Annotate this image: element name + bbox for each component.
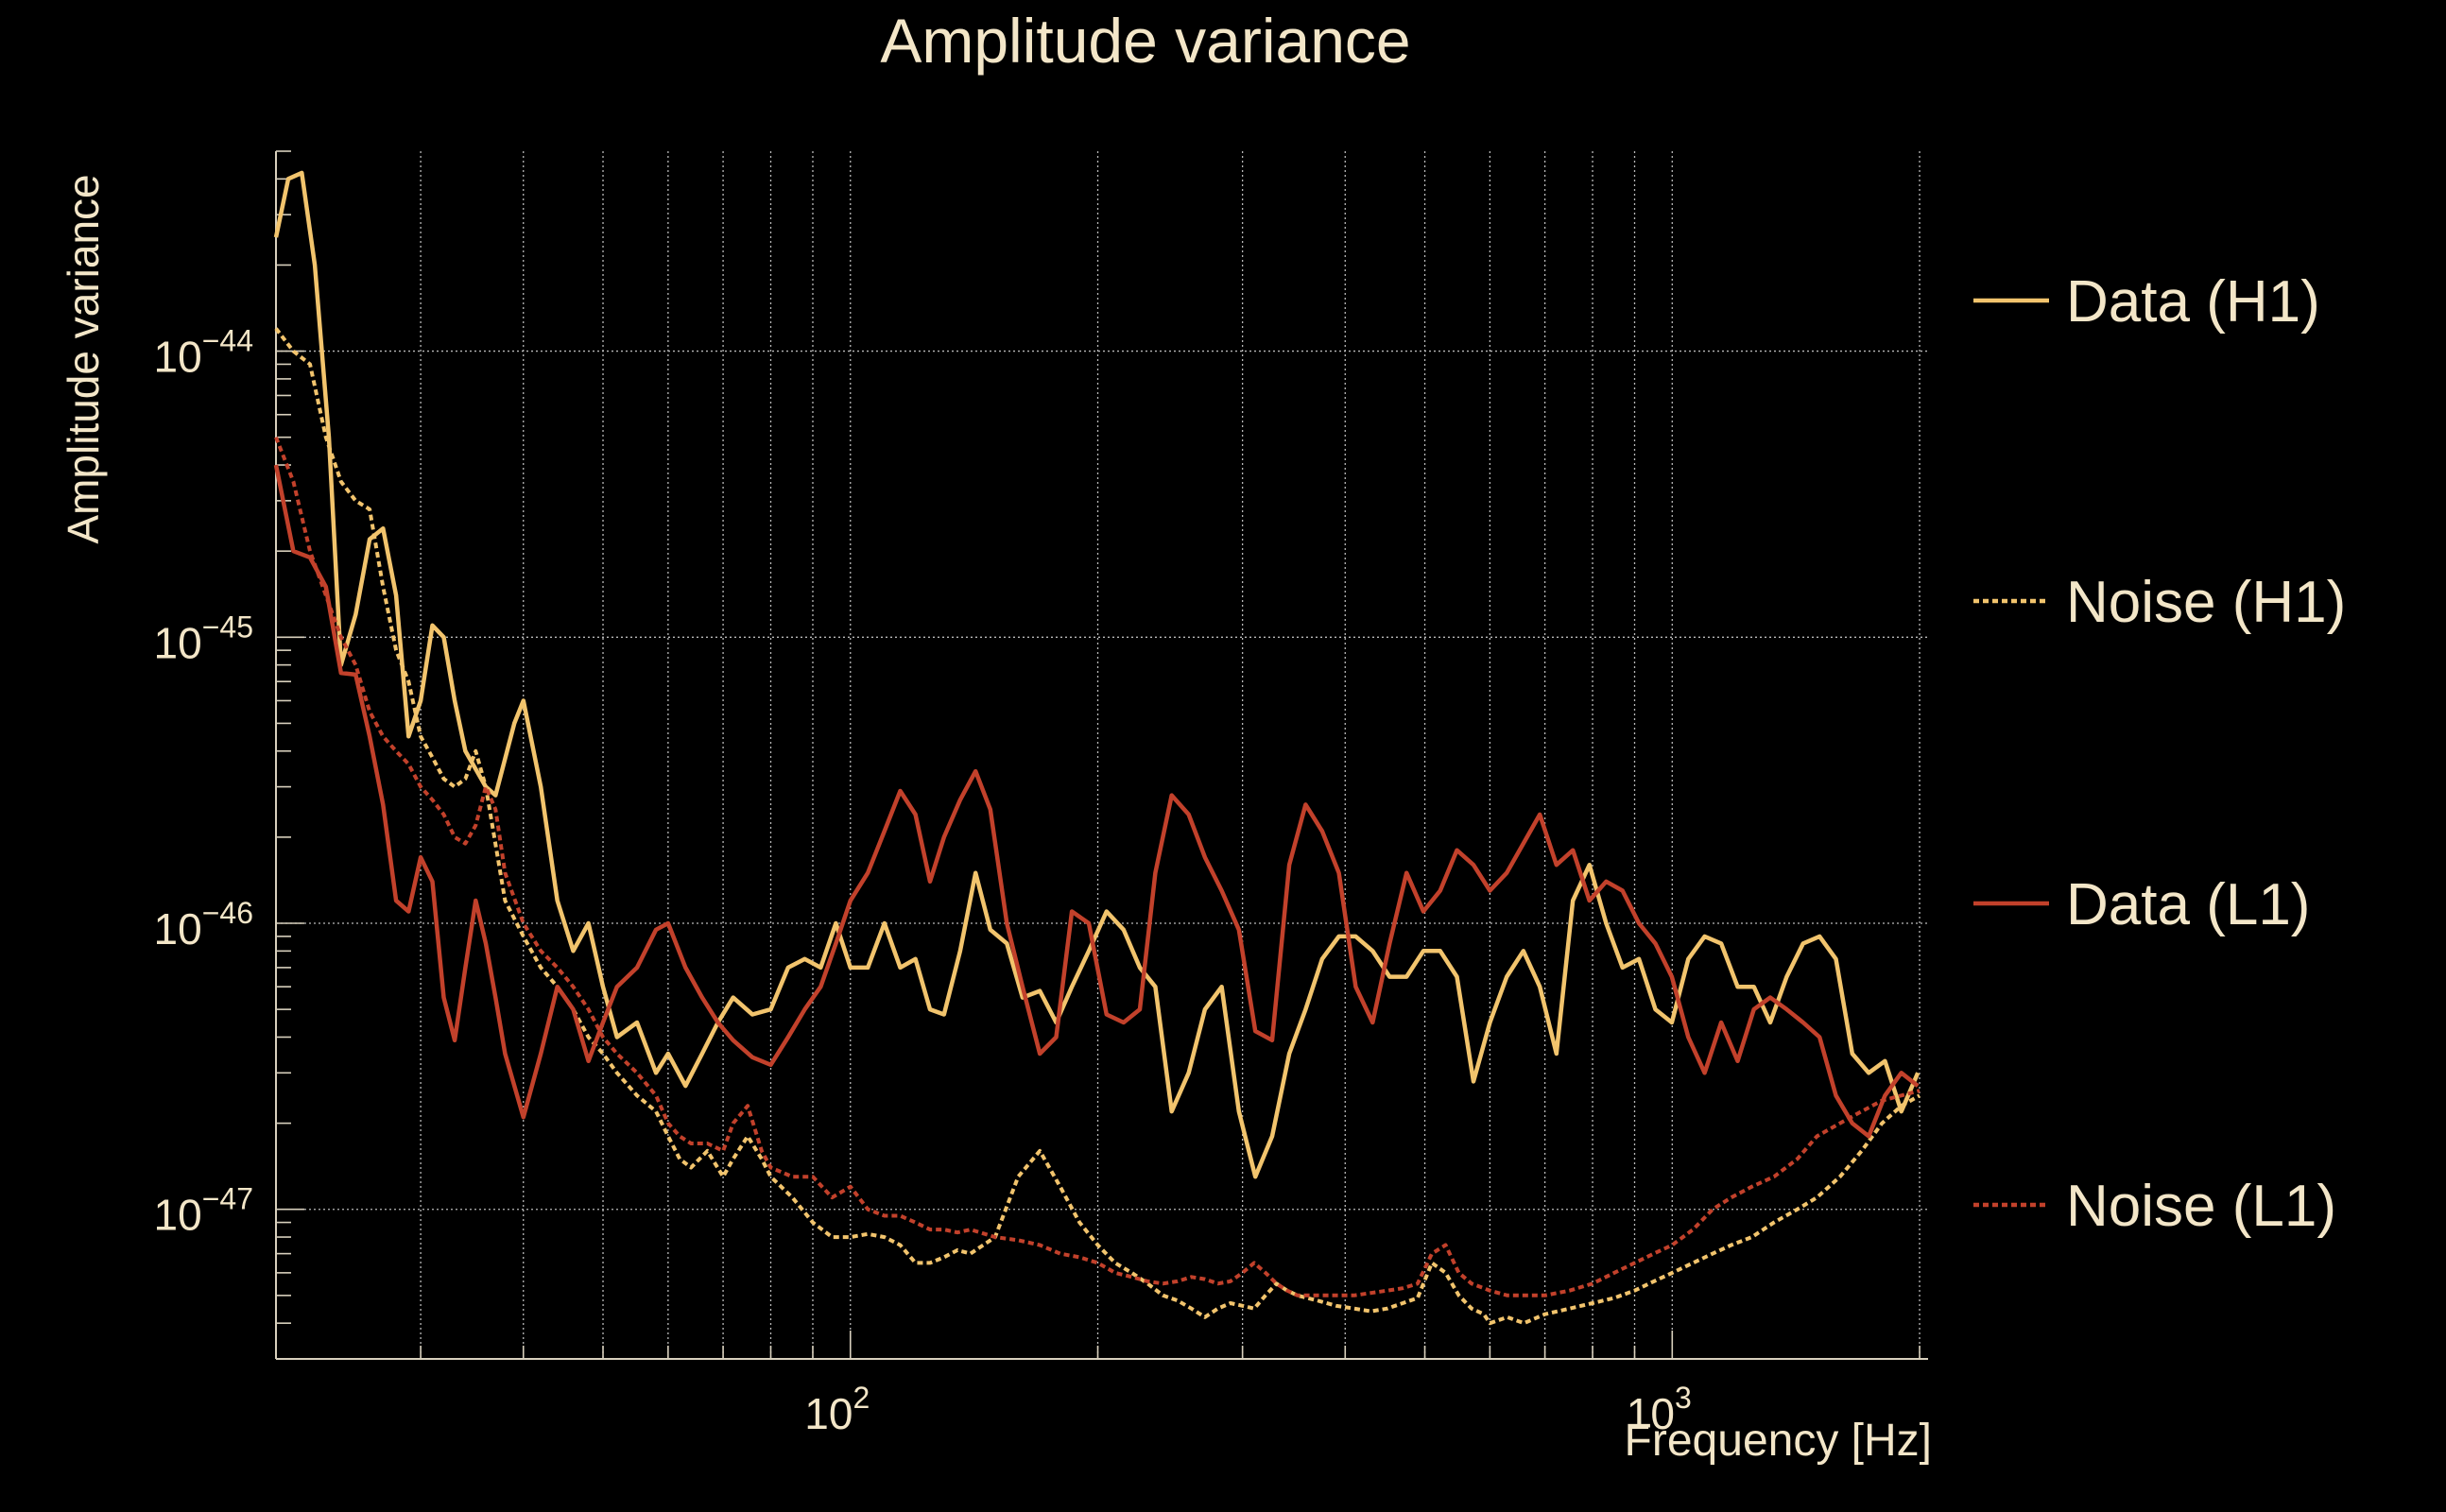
axes: 10−44 10−45 10−46 10−47 102 103 <box>154 150 1928 1438</box>
x-tick-label: 102 <box>804 1381 870 1438</box>
series-line-2 <box>273 464 1920 1139</box>
y-tick-label: 10−45 <box>154 610 253 667</box>
y-tick-label: 10−44 <box>154 324 253 382</box>
y-tick-label: 10−47 <box>154 1182 253 1240</box>
chart-title: Amplitude variance <box>880 6 1410 76</box>
legend-label: Data (L1) <box>2066 872 2310 937</box>
legend-label: Data (H1) <box>2066 269 2320 335</box>
legend-label: Noise (L1) <box>2066 1174 2336 1239</box>
legend: Data (H1) Noise (H1) Data (L1) Noise (L1) <box>1973 269 2346 1239</box>
x-tick-label: 103 <box>1627 1381 1692 1438</box>
legend-label: Noise (H1) <box>2066 570 2346 635</box>
series-group <box>273 170 1921 1326</box>
y-tick-label: 10−46 <box>154 896 253 954</box>
y-axis-label: Amplitude variance <box>59 174 108 543</box>
series-line-3 <box>274 436 1921 1297</box>
x-axis-label: Frequency [Hz] <box>1625 1416 1932 1466</box>
series-line-1 <box>274 327 1921 1326</box>
